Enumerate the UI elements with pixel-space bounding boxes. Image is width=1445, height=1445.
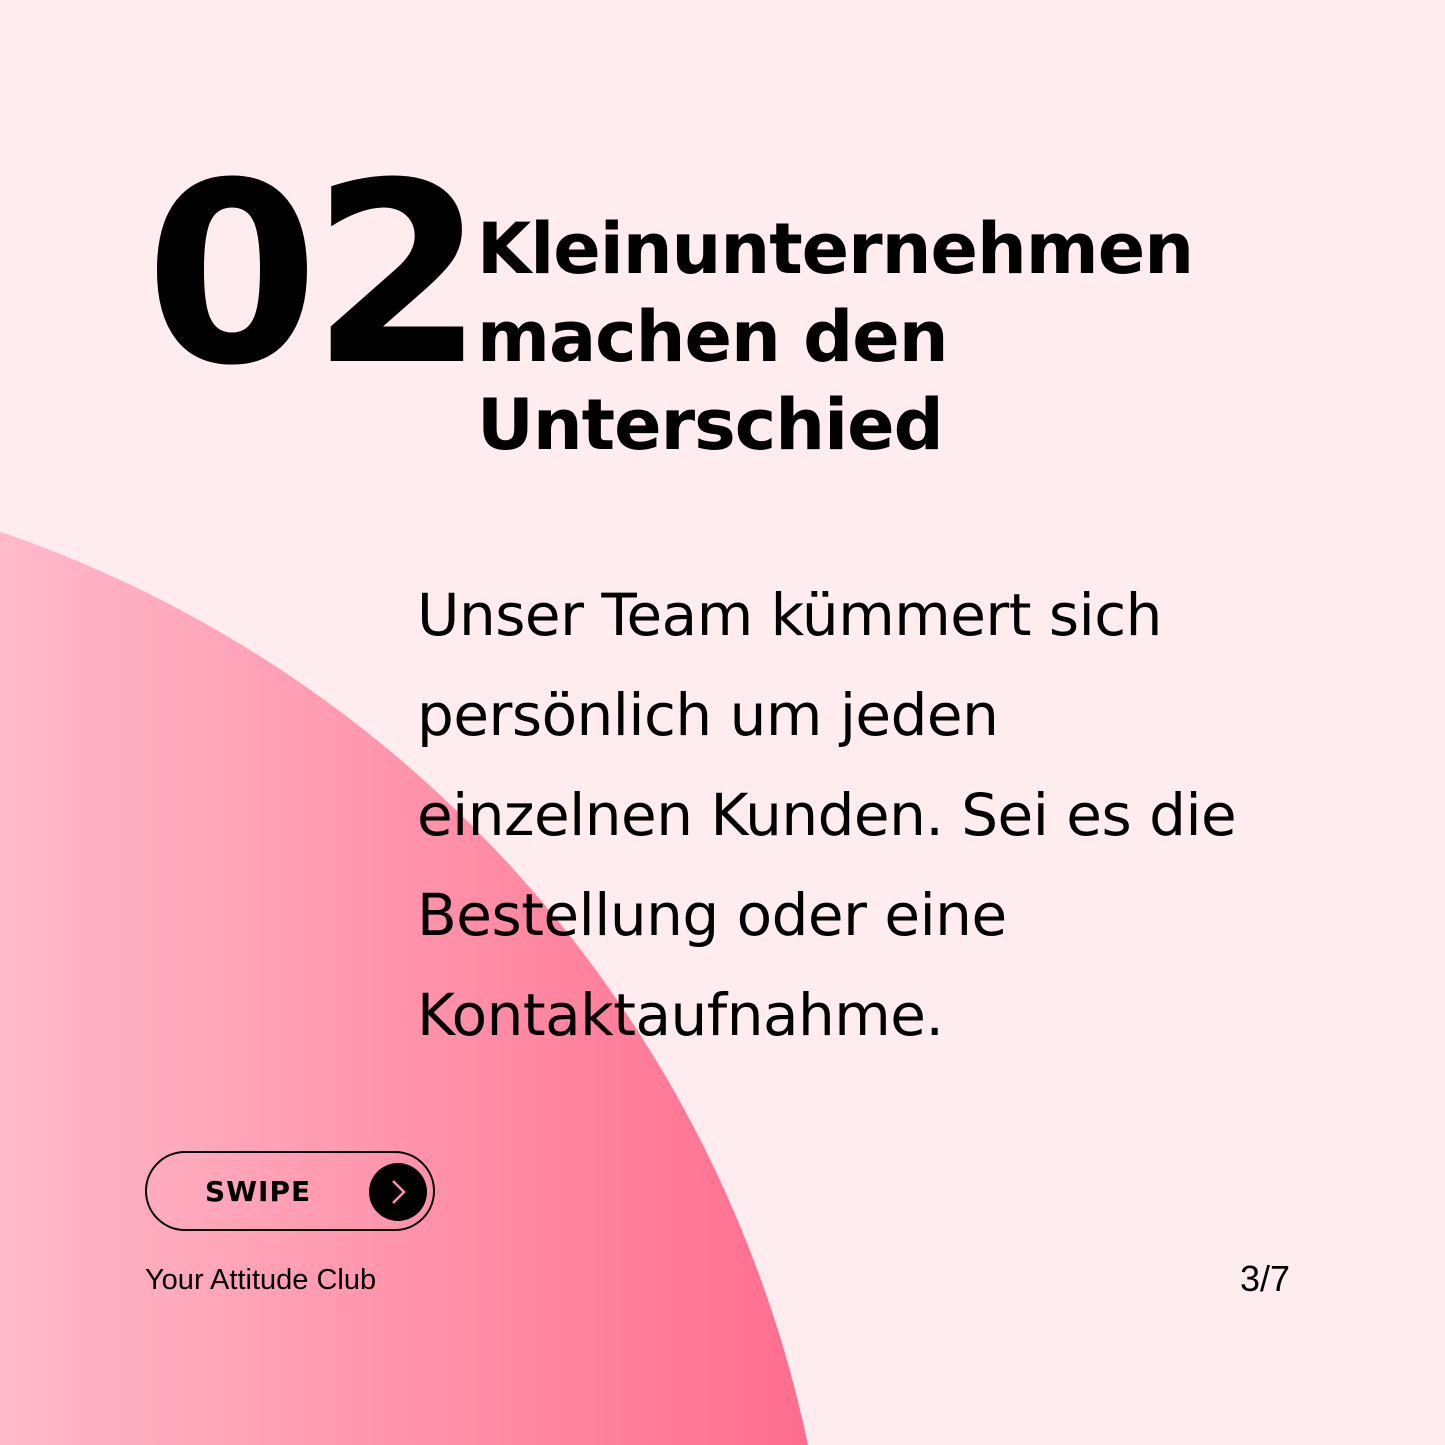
section-number: 02: [145, 129, 485, 420]
chevron-right-icon: [369, 1163, 427, 1221]
title-line: machen den: [477, 296, 949, 378]
swipe-label: SWIPE: [205, 1175, 312, 1208]
body-text: Unser Team kümmert sich persönlich um je…: [417, 565, 1337, 1065]
body-line: Bestellung oder eine: [417, 881, 1007, 949]
swipe-button[interactable]: SWIPE: [145, 1151, 435, 1231]
title-line: Unterschied: [477, 384, 944, 466]
brand-name: Your Attitude Club: [145, 1264, 377, 1296]
title-line: Kleinunternehmen: [477, 208, 1194, 290]
body-line: einzelnen Kunden. Sei es die: [417, 781, 1237, 849]
body-line: Kontaktaufnahme.: [417, 981, 944, 1049]
page-title: Kleinunternehmen machen den Unterschied: [477, 205, 1194, 469]
body-line: Unser Team kümmert sich: [417, 581, 1162, 649]
page-indicator: 3/7: [1240, 1258, 1291, 1299]
body-line: persönlich um jeden: [417, 681, 999, 749]
